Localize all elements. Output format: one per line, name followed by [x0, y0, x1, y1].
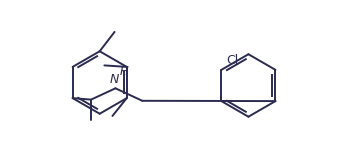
Text: Cl: Cl	[227, 54, 239, 67]
Text: N: N	[109, 73, 119, 86]
Text: H: H	[120, 65, 128, 78]
